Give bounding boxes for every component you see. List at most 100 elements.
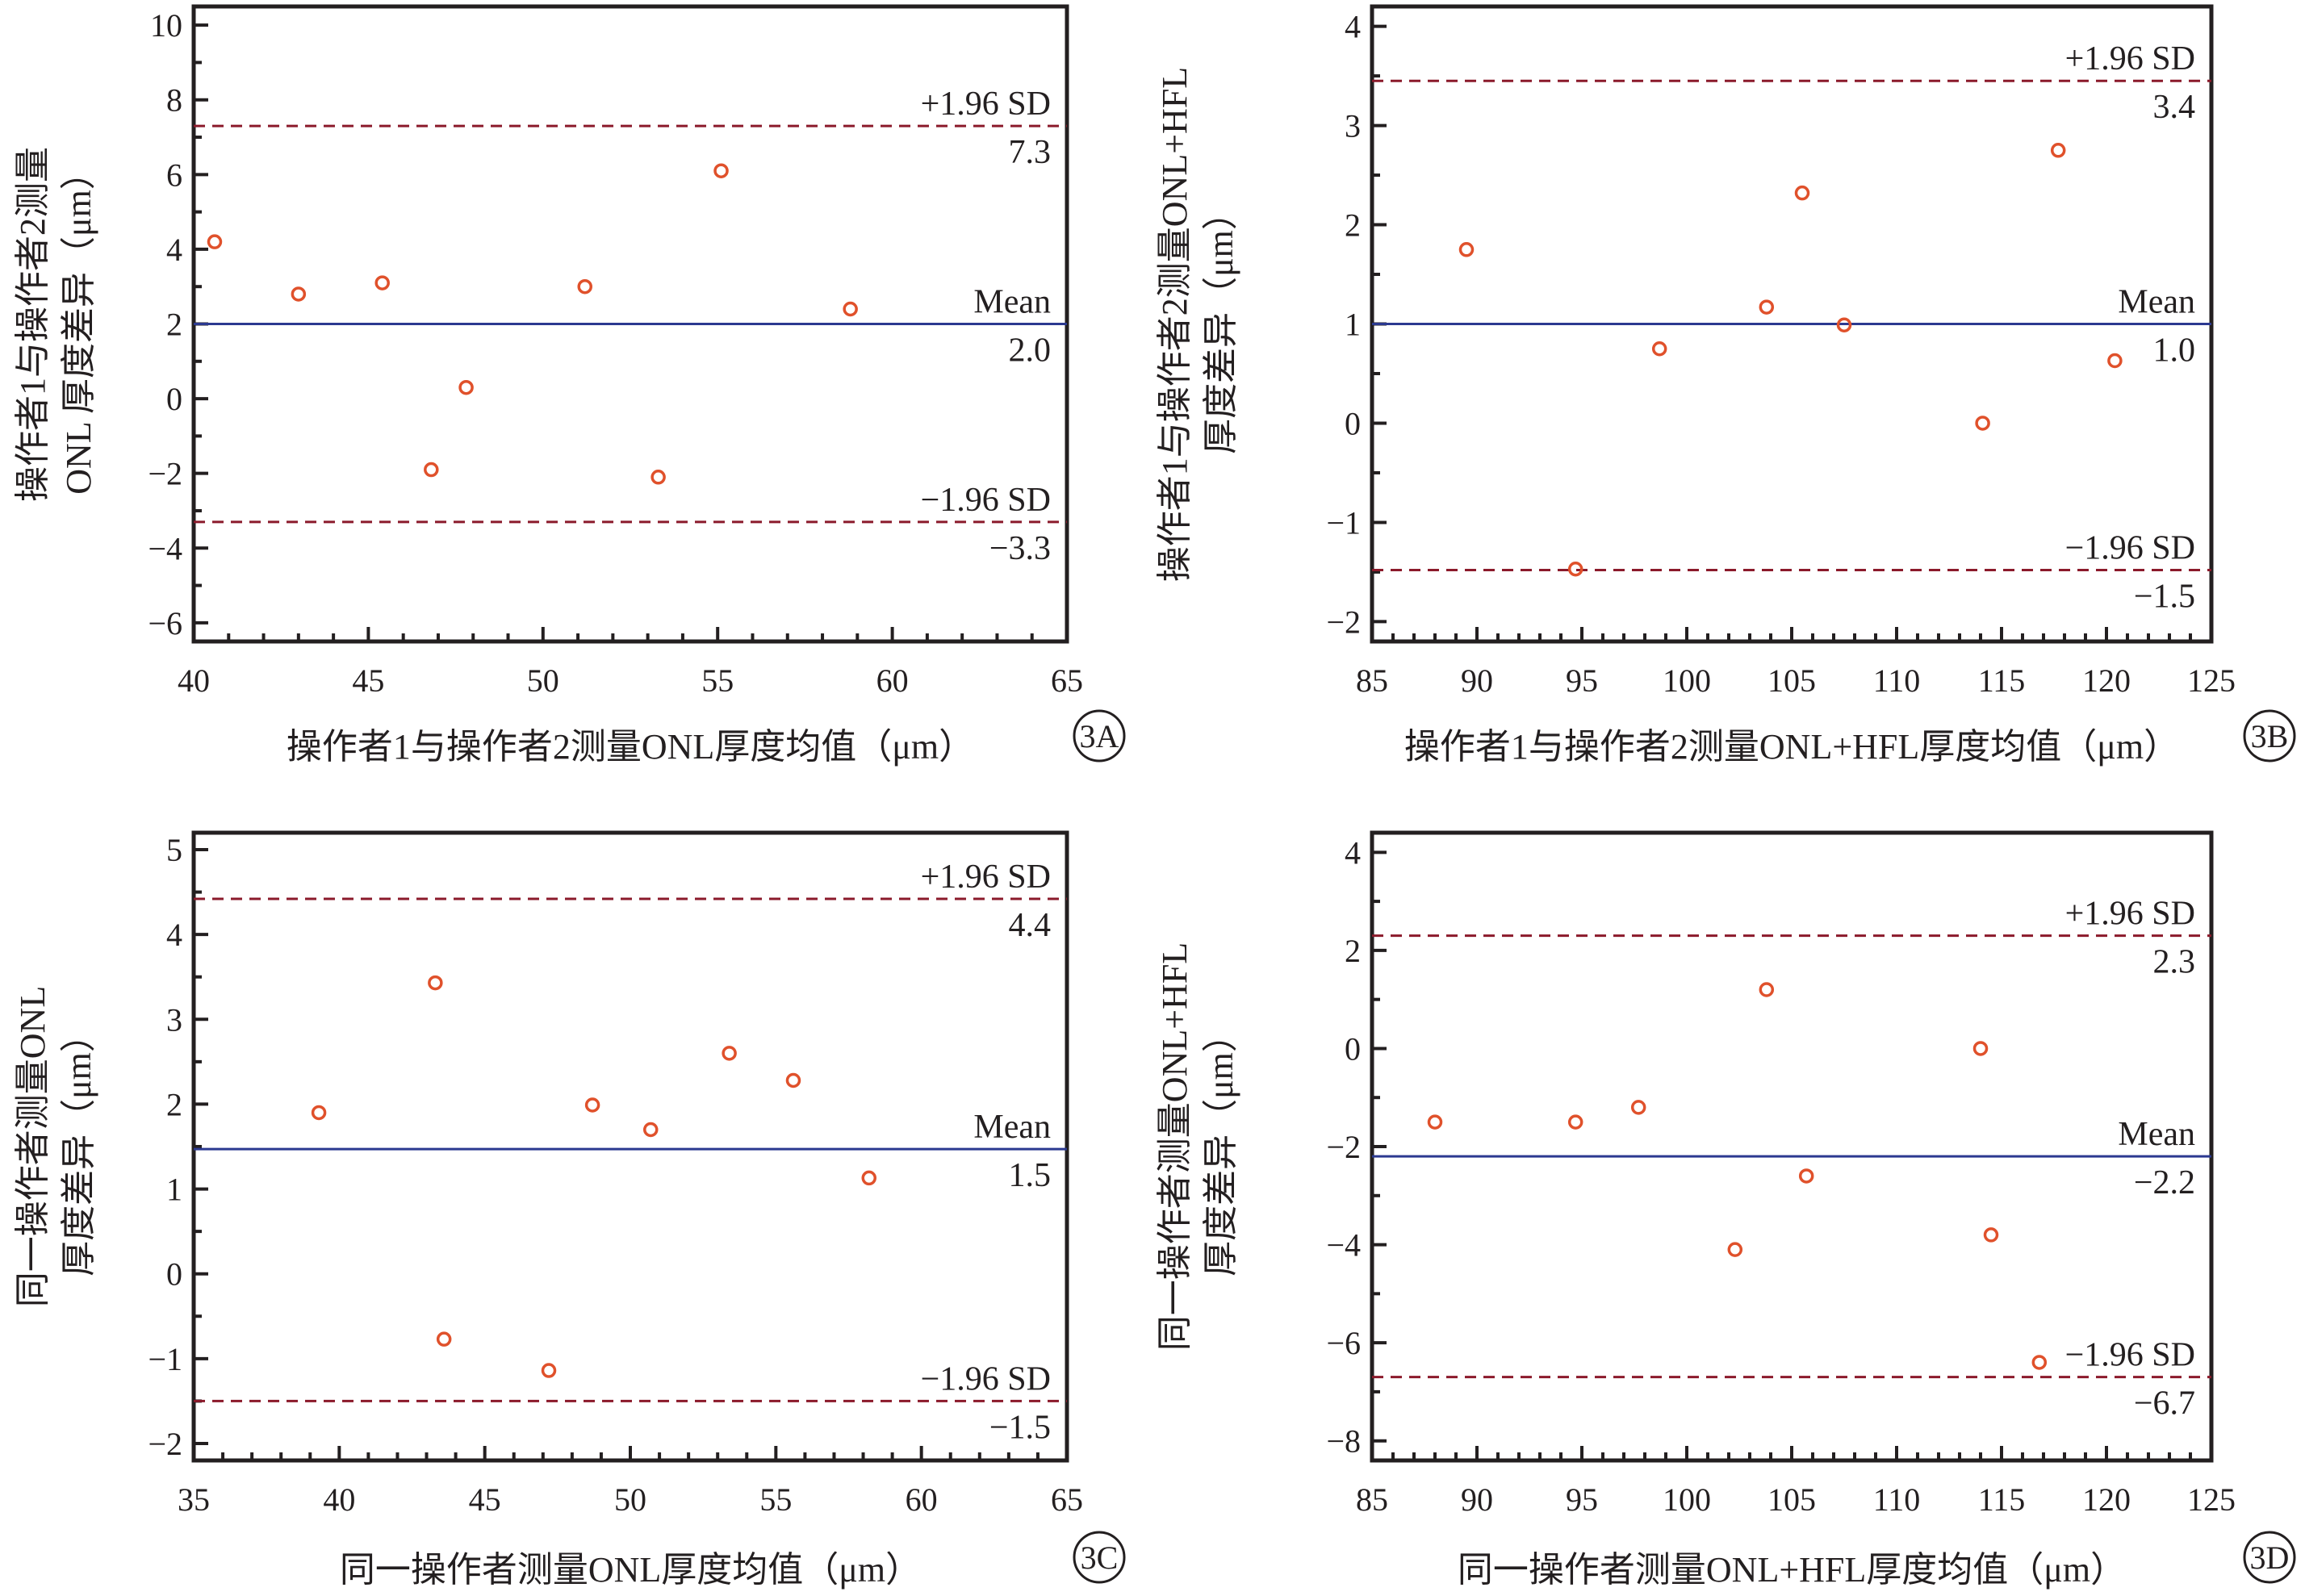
mean-label: Mean [973,284,1051,321]
data-point [458,379,474,395]
data-point [1567,561,1583,577]
x-tick-label: 120 [2082,1481,2131,1518]
y-tick-label: 4 [1345,834,1361,871]
data-point [2107,353,2123,369]
x-tick-label: 50 [614,1481,646,1518]
y-axis-title-line: 操作者1与操作者2测量ONL+HFL [1155,67,1194,582]
y-tick-label: 2 [1345,933,1361,969]
panel-tag-circle [2243,709,2296,762]
x-tick-label: 95 [1566,1481,1598,1518]
x-axis-title: 同一操作者测量ONL厚度均值（μm） [340,1550,921,1590]
y-axis-title-line: 厚度差异（μm） [1201,194,1240,454]
x-tick-label: 60 [876,662,909,699]
upper-label: +1.96 SD [2065,40,2195,77]
data-point [1759,982,1775,997]
lower-value: −6.7 [2134,1385,2195,1423]
y-tick-label: −6 [1326,1325,1361,1361]
data-point [1798,1168,1814,1184]
lower-value: −1.5 [989,1409,1051,1446]
y-tick-label: −8 [1326,1423,1361,1460]
panel-tag: 3A [1080,718,1119,754]
x-tick-label: 115 [1978,1481,2026,1518]
x-tick-label: 55 [759,1481,792,1518]
data-point [207,234,223,249]
y-tick-label: 5 [166,832,182,868]
data-point [785,1072,801,1088]
panel-tag-circle [1073,709,1126,762]
panel-tag-circle [2243,1531,2296,1584]
data-point [642,1122,659,1138]
y-axis-title-line: 同一操作者测量ONL [13,986,52,1307]
x-axis-title: 操作者1与操作者2测量ONL+HFL厚度均值（μm） [1404,727,2179,767]
y-tick-label: −4 [148,530,182,566]
chart-panel-3b: 85 90 95 100 105 110 115 120 125 −2 −1 0 1 2 3 4 +1.96 S… [1155,4,2296,767]
data-point [713,163,729,178]
x-tick-label: 105 [1767,662,1816,699]
x-tick-label: 40 [178,662,210,699]
lower-value: −1.5 [2134,578,2195,615]
upper-label: +1.96 SD [2065,896,2195,933]
x-axis-title: 操作者1与操作者2测量ONL厚度均值（μm） [287,727,974,767]
y-axis-title-line: ONL 厚度差异（μm） [59,154,98,495]
y-tick-label: 0 [1345,1030,1361,1067]
x-tick-label: 85 [1356,1481,1388,1518]
lower-label: −1.96 SD [921,482,1051,519]
data-point [1836,317,1852,332]
data-point [1567,1114,1583,1130]
y-tick-label: 8 [166,82,182,119]
mean-value: 1.5 [1009,1157,1052,1194]
upper-value: 7.3 [1009,134,1052,171]
x-tick-label: 100 [1663,1481,1711,1518]
data-point [2031,1355,2048,1370]
data-point [374,275,390,290]
lower-value: −3.3 [989,530,1051,567]
x-tick-label: 40 [323,1481,355,1518]
lower-label: −1.96 SD [921,1360,1051,1398]
x-tick-label: 115 [1978,662,2026,699]
mean-label: Mean [2118,284,2195,321]
x-tick-label: 125 [2187,1481,2236,1518]
y-tick-label: 3 [1345,108,1361,144]
data-point [1975,416,1990,431]
y-tick-label: −1 [148,1341,182,1377]
data-point [1983,1227,1999,1243]
lower-label: −1.96 SD [2065,529,2195,566]
panel-tag: 3D [2250,1540,2290,1576]
y-tick-label: −2 [148,456,182,492]
data-point [1651,341,1667,357]
data-point [2050,143,2066,158]
y-tick-label: 4 [1345,9,1361,45]
data-point [428,975,443,991]
data-point [584,1097,600,1113]
x-tick-label: 60 [906,1481,938,1518]
data-point [1458,242,1475,257]
y-axis-title-line: 厚度差异（μm） [59,1017,98,1276]
y-tick-label: −4 [1326,1227,1361,1264]
x-tick-label: 95 [1566,662,1598,699]
data-point [1630,1100,1646,1115]
x-tick-label: 125 [2187,662,2236,699]
x-tick-label: 45 [469,1481,501,1518]
y-tick-label: 4 [166,232,182,268]
mean-value: −2.2 [2134,1164,2195,1201]
x-tick-label: 105 [1767,1481,1816,1518]
data-point [843,301,858,317]
y-tick-label: −2 [1326,1129,1361,1165]
x-tick-label: 55 [701,662,734,699]
upper-value: 3.4 [2153,89,2196,126]
upper-label: +1.96 SD [921,859,1051,896]
x-tick-label: 85 [1356,662,1388,699]
mean-value: 1.0 [2153,332,2196,370]
panel-tag: 3C [1081,1540,1119,1576]
y-tick-label: 2 [166,307,182,343]
x-tick-label: 100 [1663,662,1711,699]
y-axis-title-line: 操作者1与操作者2测量 [13,147,52,502]
data-point [577,278,592,295]
y-tick-label: 1 [1345,307,1361,343]
x-tick-label: 35 [178,1481,210,1518]
lower-label: −1.96 SD [2065,1337,2195,1374]
upper-value: 2.3 [2153,944,2196,981]
panel-tag: 3B [2251,718,2289,754]
x-tick-label: 90 [1461,1481,1493,1518]
